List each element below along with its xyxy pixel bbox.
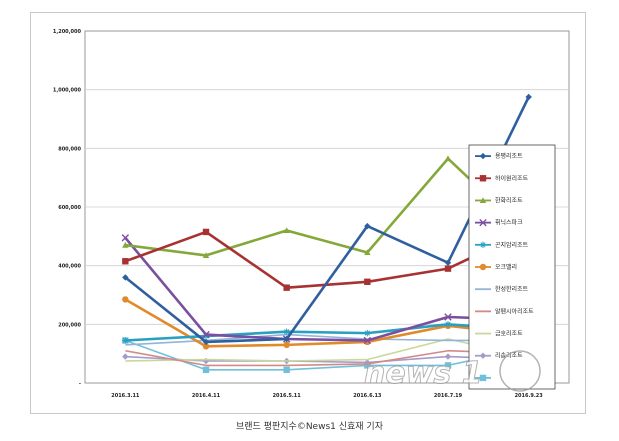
legend-label: 휘닉스파크 — [495, 219, 523, 227]
series-line — [125, 339, 529, 371]
legend-item: 하이원리조트 — [475, 174, 529, 182]
series-line — [125, 157, 530, 257]
legend-marker — [479, 352, 487, 359]
data-point — [444, 353, 452, 360]
image-caption: 브랜드 평판지수©News1 신효재 기자 — [236, 422, 383, 432]
series-line — [124, 298, 529, 348]
data-point — [364, 278, 371, 285]
legend-label: 한화리조트 — [495, 196, 523, 204]
legend-item: 한화리조트 — [475, 196, 523, 204]
data-point — [122, 337, 129, 344]
data-point — [202, 366, 210, 373]
x-tick-label: 2016.4.11 — [192, 393, 221, 399]
series-line — [124, 236, 529, 342]
data-point — [122, 241, 129, 248]
data-point — [444, 155, 452, 162]
watermark-circle — [499, 350, 541, 392]
legend-label: 한성한리조트 — [495, 285, 529, 293]
series-line — [125, 349, 529, 367]
data-point — [202, 343, 210, 350]
series-line — [124, 229, 530, 289]
y-tick-label: 800,000 — [58, 146, 81, 152]
chart-frame: - 200,000 400,000 600,000 800,000 1,000,000 1,… — [30, 12, 586, 414]
legend-marker — [479, 241, 487, 249]
y-tick-label: 600,000 — [58, 205, 81, 211]
legend-label: 곤지암리조트 — [495, 241, 529, 249]
data-point — [122, 353, 129, 360]
series-7 — [125, 333, 529, 346]
data-point — [122, 296, 129, 303]
series-1 — [122, 93, 532, 346]
series-line — [125, 323, 529, 342]
line-chart: - 200,000 400,000 600,000 800,000 1,000,000 1,… — [53, 29, 570, 399]
data-point — [283, 341, 290, 349]
legend-item — [475, 374, 491, 382]
legend-item: 곤지암리조트 — [475, 241, 529, 249]
legend-marker — [479, 263, 487, 271]
data-point — [283, 284, 290, 291]
legend-item: 오크밸리 — [475, 263, 517, 271]
data-point — [202, 252, 210, 258]
legend-label: 금호리조트 — [495, 330, 523, 338]
data-point — [364, 249, 371, 256]
legend-item: 알펜시아리조트 — [475, 307, 534, 315]
data-point — [444, 313, 452, 321]
watermark-text: news 1 — [364, 356, 483, 391]
data-point — [202, 228, 210, 236]
data-point — [202, 357, 210, 365]
data-point — [283, 366, 290, 373]
y-tick-label: 1,200,000 — [53, 29, 82, 35]
data-point — [202, 338, 210, 346]
data-point — [121, 234, 130, 242]
legend-marker — [479, 218, 487, 227]
legend-marker — [479, 152, 487, 160]
data-point — [364, 222, 371, 230]
x-tick-label: 2016.9.23 — [515, 393, 544, 399]
x-tick-label: 2016.7.19 — [434, 393, 463, 399]
legend-item: 용평리조트 — [475, 152, 523, 160]
legend-label: 오크밸리 — [495, 263, 517, 271]
data-point — [444, 362, 452, 369]
series-line — [125, 333, 529, 346]
data-point — [444, 259, 452, 266]
data-point — [202, 332, 210, 340]
legend-item: 리솜리조트 — [475, 352, 523, 360]
news1-watermark: news 1 — [364, 350, 541, 392]
x-tick-label: 2016.6.13 — [353, 393, 382, 399]
legend-marker — [479, 197, 487, 204]
series-9 — [125, 338, 529, 362]
legend-item: 한성한리조트 — [475, 285, 529, 293]
x-tick-label: 2016.5.11 — [273, 393, 302, 399]
legend-label: 알펜시아리조트 — [495, 307, 534, 315]
legend-marker — [479, 175, 487, 182]
data-point — [363, 336, 372, 345]
series-line — [125, 338, 529, 362]
data-point — [364, 329, 371, 337]
legend-label: 용평리조트 — [495, 152, 523, 160]
data-point — [122, 258, 129, 265]
series-8 — [125, 349, 529, 367]
y-tick-label: 200,000 — [58, 322, 81, 328]
series-line — [124, 96, 530, 344]
legend-label: 하이원리조트 — [495, 174, 529, 182]
legend-marker — [479, 374, 487, 382]
data-point — [444, 321, 452, 328]
legend-label: 리솜리조트 — [495, 352, 523, 360]
data-point — [444, 265, 452, 272]
data-point — [283, 335, 290, 343]
data-point — [202, 330, 210, 339]
y-tick-label: 1,000,000 — [53, 88, 82, 94]
x-tick-label: 2016.3.11 — [111, 393, 140, 399]
y-tick-label: - — [79, 381, 81, 387]
data-point — [122, 274, 129, 281]
legend-item: 휘닉스파크 — [475, 219, 523, 227]
y-tick-label: 400,000 — [58, 264, 81, 270]
data-point — [283, 227, 290, 234]
data-point — [283, 328, 290, 335]
legend-item: 금호리조트 — [475, 330, 523, 338]
